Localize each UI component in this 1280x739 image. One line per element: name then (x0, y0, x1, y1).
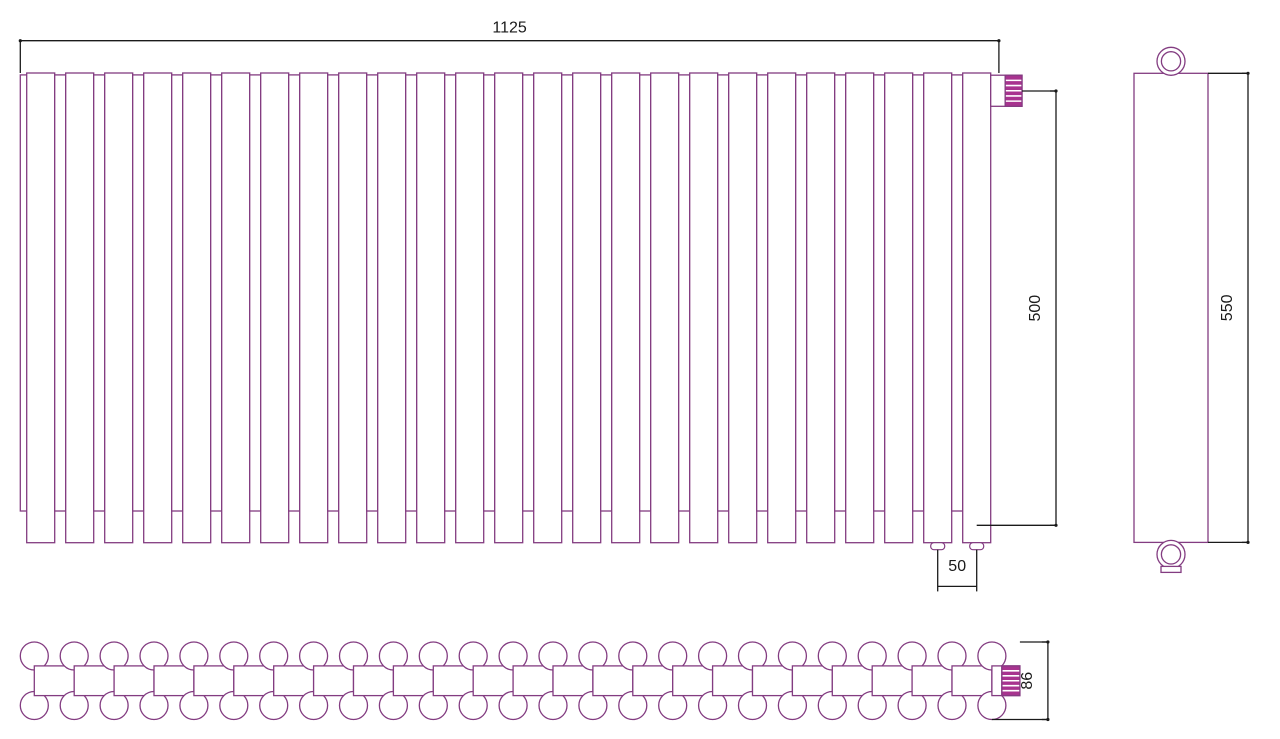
svg-text:500: 500 (1027, 295, 1044, 322)
svg-text:550: 550 (1219, 294, 1236, 321)
svg-text:86: 86 (1019, 672, 1036, 690)
svg-text:50: 50 (948, 558, 966, 575)
svg-text:1125: 1125 (492, 20, 527, 37)
